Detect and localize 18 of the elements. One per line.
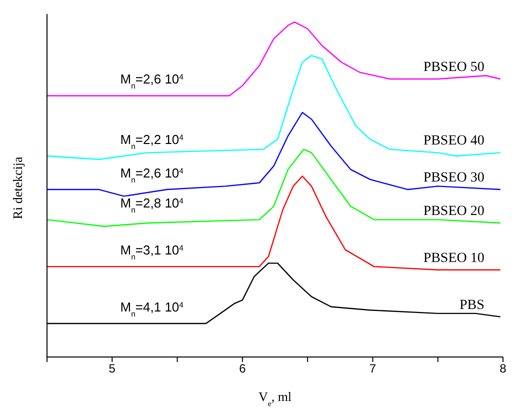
x-axis-title: V$_{e}$, ml [258, 389, 292, 408]
y-axis-title: Ri detekcija [10, 156, 25, 220]
annotation: M$_{n}$=4,1 10$^{4}$ [120, 300, 184, 318]
series-label: PBSEO 50 [423, 60, 484, 75]
annotation: M$_{n}$=3,1 10$^{4}$ [120, 242, 184, 262]
series-label: PBSEO 10 [423, 250, 484, 266]
series-label: PBSEO 40 [423, 134, 484, 149]
x-tick-label: 7 [369, 362, 376, 376]
annotation: M$_{n}$=2,6 10$^{4}$ [120, 166, 184, 184]
x-tick-label: 5 [108, 362, 116, 376]
annotation: M$_{n}$=2,8 10$^{4}$ [120, 196, 184, 214]
annotation: M$_{n}$=2,2 10$^{4}$ [120, 132, 184, 151]
series-label: PBSEO 30 [423, 170, 484, 186]
series-label: PBSEO 20 [423, 204, 484, 220]
x-tick-label: 6 [239, 362, 246, 376]
x-tick-label: 8 [500, 362, 507, 376]
series-label: PBS [459, 298, 484, 313]
annotation: M$_{n}$=2,6 10$^{4}$ [120, 72, 184, 90]
